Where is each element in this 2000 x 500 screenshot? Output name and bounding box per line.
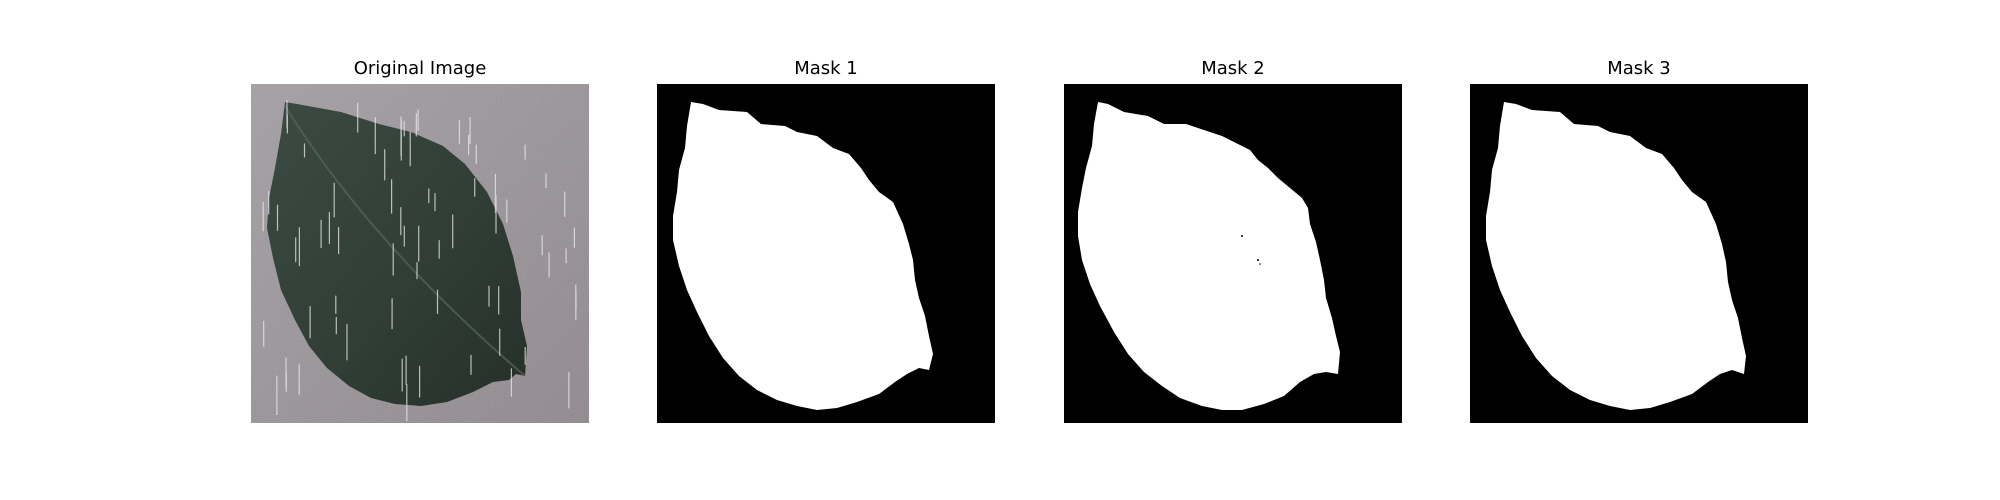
original-leaf-image (251, 84, 589, 423)
mask-2-title: Mask 2 (1201, 58, 1265, 79)
mask-region (1486, 102, 1746, 410)
rain-streaks (262, 100, 577, 422)
mask-speck (1259, 263, 1261, 265)
mask-1-panel: Mask 1 (657, 0, 995, 500)
mask-3-image (1470, 84, 1808, 423)
mask-2-image (1064, 84, 1402, 423)
mask-speck (1257, 259, 1259, 261)
mask-1-title: Mask 1 (794, 58, 858, 79)
mask-1-image (657, 84, 995, 423)
leaf-shape (267, 102, 527, 406)
mask-3-title: Mask 3 (1607, 58, 1671, 79)
mask-2-panel: Mask 2 (1064, 0, 1402, 500)
leaf-midrib (284, 105, 526, 377)
mask-region (1078, 102, 1340, 410)
mask-speck (1241, 235, 1243, 237)
original-image-title: Original Image (353, 58, 487, 79)
original-image-panel: Original Image (251, 0, 589, 500)
mask-region (673, 102, 933, 410)
mask-3-panel: Mask 3 (1470, 0, 1808, 500)
